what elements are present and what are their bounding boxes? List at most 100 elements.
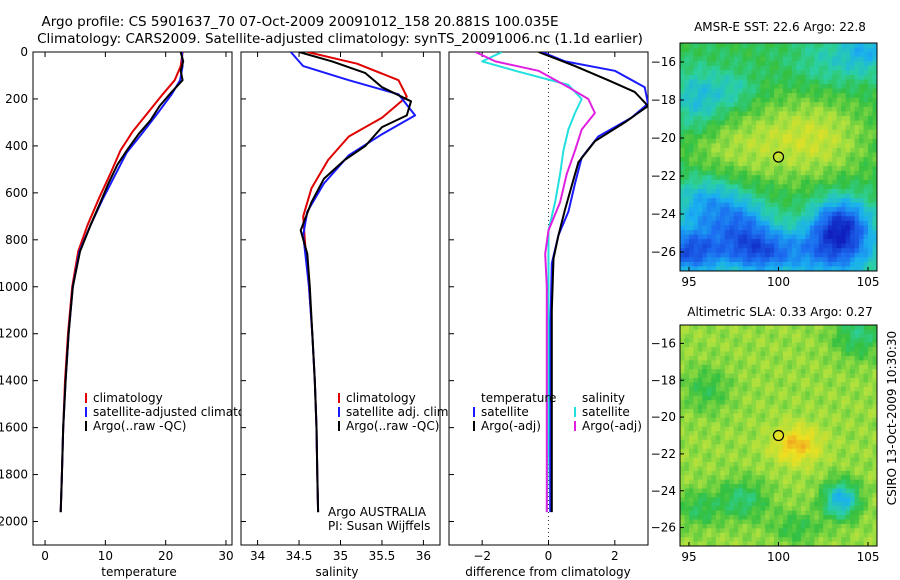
map-cell	[836, 373, 842, 379]
map-cell	[733, 266, 739, 271]
map-cell	[778, 43, 784, 48]
map-cell	[868, 79, 873, 85]
map-cell	[832, 243, 838, 249]
map-cell	[778, 462, 784, 467]
map-cell	[684, 220, 690, 226]
map-cell	[832, 56, 838, 62]
map-cell	[836, 74, 842, 80]
map-cell	[854, 170, 860, 176]
map-cell	[787, 102, 793, 108]
map-cell	[693, 391, 699, 397]
map-cell	[774, 161, 779, 167]
map-cell	[760, 532, 766, 538]
map-cell	[724, 488, 730, 494]
map-cell	[809, 506, 815, 512]
map-cell	[742, 198, 748, 203]
map-cell	[688, 453, 694, 458]
map-cell	[733, 364, 739, 370]
map-cell	[751, 413, 757, 419]
map-cell	[832, 179, 838, 185]
map-cell	[868, 84, 873, 89]
map-cell	[756, 243, 761, 249]
map-cell	[742, 239, 748, 245]
map-cell	[800, 234, 806, 240]
map-cell	[715, 501, 721, 507]
map-cell	[872, 417, 877, 423]
map-cell	[738, 475, 744, 481]
map-cell	[747, 342, 753, 348]
map-cell	[787, 462, 793, 467]
map-cell	[809, 43, 815, 48]
map-cell	[756, 338, 761, 344]
map-cell	[827, 537, 833, 542]
map-cell	[702, 166, 708, 172]
map-cell	[791, 175, 797, 181]
map-cell	[872, 338, 877, 344]
map-cell	[724, 175, 730, 181]
map-cell	[706, 88, 712, 94]
map-cell	[836, 395, 842, 401]
map-cell	[787, 88, 793, 94]
map-cell	[805, 166, 811, 172]
map-cell	[859, 391, 864, 397]
map-cell	[715, 457, 721, 463]
temperature-lines	[59, 52, 185, 513]
map-cell	[720, 453, 726, 458]
map-cell	[688, 435, 694, 441]
map-cell	[832, 439, 838, 445]
map-cell	[814, 252, 820, 258]
map-cell	[702, 439, 708, 445]
map-cell	[693, 479, 699, 485]
map-cell	[800, 510, 806, 516]
map-cell	[796, 510, 802, 516]
map-cell	[868, 179, 873, 185]
map-cell	[720, 519, 726, 525]
map-cell	[693, 93, 699, 99]
map-cell	[818, 501, 824, 507]
map-cell	[765, 347, 770, 352]
map-cell	[818, 257, 824, 263]
map-cell	[733, 202, 739, 208]
map-cell	[729, 453, 735, 458]
map-cell	[702, 408, 708, 414]
map-cell	[733, 391, 739, 397]
map-cell	[814, 147, 820, 153]
map-cell	[747, 120, 753, 126]
map-cell	[845, 444, 851, 450]
map-cell	[751, 61, 757, 67]
map-cell	[800, 106, 806, 112]
map-cell	[680, 134, 685, 140]
map-cell	[787, 143, 793, 149]
map-cell	[800, 225, 806, 231]
map-cell	[688, 470, 694, 476]
map-cell	[711, 166, 717, 172]
map-cell	[814, 439, 820, 445]
map-cell	[684, 143, 690, 149]
map-cell	[832, 333, 838, 339]
map-cell	[738, 382, 744, 388]
map-cell	[791, 528, 797, 534]
map-cell	[809, 202, 815, 208]
map-cell	[818, 470, 824, 476]
map-cell	[680, 120, 685, 126]
map-cell	[680, 147, 685, 153]
map-cell	[702, 501, 708, 507]
map-cell	[823, 147, 829, 153]
map-cell	[769, 386, 775, 392]
map-cell	[720, 84, 726, 89]
map-cell	[850, 166, 856, 172]
map-cell	[791, 488, 797, 494]
map-cell	[747, 216, 753, 222]
map-cell	[832, 143, 838, 149]
map-cell	[859, 355, 864, 361]
map-cell	[868, 143, 873, 149]
map-cell	[720, 391, 726, 397]
map-cell	[832, 528, 838, 534]
map-cell	[729, 243, 735, 249]
map-cell	[769, 166, 775, 172]
map-cell	[814, 70, 820, 76]
map-cell	[688, 351, 694, 357]
map-cell	[800, 541, 806, 546]
map-cell	[724, 528, 730, 534]
map-cell	[823, 166, 829, 172]
